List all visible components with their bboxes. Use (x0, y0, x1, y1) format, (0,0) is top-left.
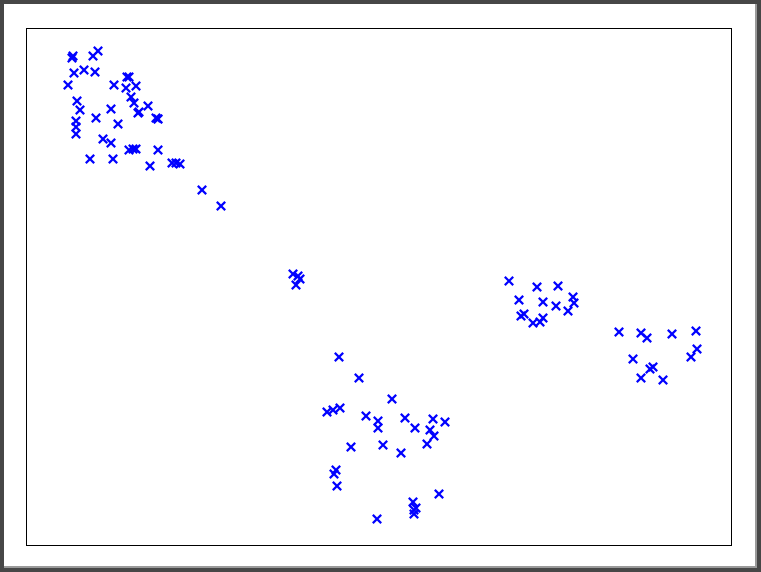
scatter-point (409, 509, 419, 519)
scatter-point (106, 138, 116, 148)
scatter-point (98, 134, 108, 144)
scatter-point (408, 497, 418, 507)
scatter-point (514, 295, 524, 305)
scatter-point (658, 375, 668, 385)
scatter-point (143, 101, 153, 111)
scatter-point (216, 201, 226, 211)
scatter-point (538, 313, 548, 323)
scatter-point (134, 107, 144, 117)
scatter-point (428, 414, 438, 424)
scatter-point (129, 98, 139, 108)
scatter-point (378, 440, 388, 450)
scatter-point (63, 80, 73, 90)
scatter-point (354, 373, 364, 383)
scatter-point (153, 114, 163, 124)
scatter-point (126, 92, 136, 102)
scatter-point (109, 80, 119, 90)
scatter-point (614, 327, 624, 337)
scatter-point (538, 297, 548, 307)
scatter-point (434, 489, 444, 499)
scatter-point (197, 185, 207, 195)
scatter-point (91, 113, 101, 123)
scatter-point (504, 276, 514, 286)
scatter-point (636, 328, 646, 338)
scatter-point (387, 394, 397, 404)
scatter-point (400, 413, 410, 423)
scatter-point (90, 67, 100, 77)
scatter-point (145, 161, 155, 171)
scatter-point (553, 281, 563, 291)
scatter-point (153, 145, 163, 155)
scatter-point (648, 362, 658, 372)
scatter-point (636, 373, 646, 383)
scatter-point (628, 354, 638, 364)
scatter-point (121, 83, 131, 93)
scatter-point (332, 481, 342, 491)
scatter-point (71, 116, 81, 126)
plot-area (26, 28, 732, 546)
scatter-point (128, 144, 138, 154)
scatter-point (108, 154, 118, 164)
scatter-point (335, 403, 345, 413)
scatter-point (373, 416, 383, 426)
scatter-point (328, 405, 338, 415)
scatter-point (568, 292, 578, 302)
scatter-point (334, 352, 344, 362)
scatter-point (85, 154, 95, 164)
scatter-point (372, 514, 382, 524)
scatter-point (322, 407, 332, 417)
scatter-point (106, 104, 116, 114)
scatter-point (79, 65, 89, 75)
scatter-point (167, 158, 177, 168)
scatter-point (69, 68, 79, 78)
scatter-point (122, 72, 132, 82)
scatter-point (175, 159, 185, 169)
scatter-point (667, 329, 677, 339)
scatter-point (551, 301, 561, 311)
scatter-marks (63, 46, 702, 524)
scatter-point (396, 448, 406, 458)
scatter-point (411, 503, 421, 513)
scatter-point (422, 439, 432, 449)
scatter-point (113, 119, 123, 129)
scatter-point (429, 431, 439, 441)
scatter-point (124, 72, 134, 82)
scatter-point (131, 144, 141, 154)
scatter-point (93, 46, 103, 56)
scatter-point (686, 352, 696, 362)
scatter-point (516, 311, 526, 321)
scatter-point (331, 465, 341, 475)
scatter-point (75, 105, 85, 115)
scatter-point (692, 344, 702, 354)
scatter-point (291, 280, 301, 290)
scatter-point (532, 282, 542, 292)
scatter-point (72, 96, 82, 106)
scatter-point (346, 442, 356, 452)
scatter-point (425, 425, 435, 435)
scatter-point (691, 326, 701, 336)
scatter-point (293, 271, 303, 281)
scatter-point (440, 417, 450, 427)
scatter-point (563, 306, 573, 316)
scatter-point (410, 423, 420, 433)
scatter-point (68, 51, 78, 61)
scatter-point (131, 81, 141, 91)
scatter-point (361, 411, 371, 421)
